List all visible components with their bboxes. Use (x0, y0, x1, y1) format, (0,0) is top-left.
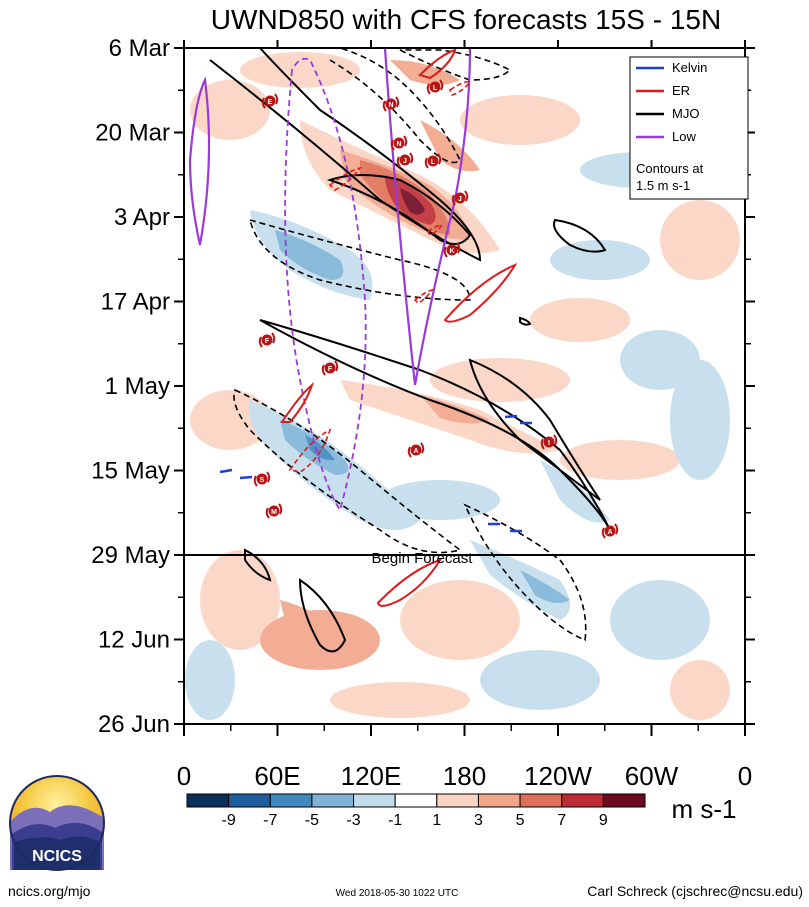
footer-url: ncics.org/mjo (8, 883, 91, 899)
chart-title: UWND850 with CFS forecasts 15S - 15N (211, 4, 721, 35)
storm-marker-letter: A (607, 529, 612, 536)
storm-marker: N (390, 135, 408, 151)
storm-marker-letter: N (396, 141, 401, 148)
colorbar-label: -9 (222, 812, 236, 829)
x-axis: 0 60E 120E 180 120W 60W 0 (177, 40, 752, 791)
storm-marker: E (261, 93, 279, 109)
legend-box (629, 56, 749, 200)
storm-marker-letter: I (548, 440, 550, 447)
colorbar-swatch (394, 793, 438, 808)
storm-marker: I (540, 434, 558, 450)
storm-marker: L (424, 153, 442, 169)
x-tick-label: 60E (254, 761, 300, 791)
y-tick-label: 20 Mar (95, 120, 170, 147)
storm-marker-letter: K (449, 248, 454, 255)
y-tick-label: 29 May (91, 542, 170, 569)
storm-marker-letter: M (271, 509, 277, 516)
colorbar-swatch (353, 793, 396, 808)
storm-marker: A (407, 442, 425, 458)
x-tick-label: 120W (524, 761, 592, 791)
storm-marker: L (426, 79, 444, 95)
storm-marker-letter: A (413, 448, 418, 455)
colorbar-swatch (602, 793, 646, 808)
storm-marker: N (382, 96, 400, 112)
storm-marker-letter: E (268, 99, 273, 106)
colorbar-swatch (311, 793, 355, 808)
storm-marker: J (451, 190, 469, 206)
colorbar: -9 -7 -5 -3 -1 1 3 5 7 9 (186, 793, 646, 829)
legend-note-line1: Contours at (636, 161, 704, 176)
storm-marker: S (253, 471, 271, 487)
forecast-label: Begin Forecast (372, 550, 474, 567)
easterly-anomaly-band (249, 210, 610, 620)
storm-marker: J (396, 152, 414, 168)
y-tick-label: 12 Jun (98, 627, 170, 654)
colorbar-label: 5 (516, 812, 525, 829)
storm-marker-letter: N (388, 102, 393, 109)
storm-marker-letter: F (265, 338, 270, 345)
storm-marker-letter: J (403, 158, 407, 165)
y-tick-label: 15 May (91, 458, 170, 485)
logo-text: NCICS (32, 848, 82, 865)
y-tick-label: 3 Apr (114, 204, 170, 231)
legend-label: Low (672, 129, 696, 144)
footer-author: Carl Schreck (cjschrec@ncsu.edu) (587, 883, 803, 899)
storm-markers: E N L N J L J K F F S M I A A (253, 79, 619, 539)
y-tick-label: 6 Mar (109, 35, 170, 62)
storm-marker: M (265, 503, 283, 519)
storm-marker-letter: L (431, 159, 436, 166)
weak-anomaly-texture (185, 52, 740, 720)
colorbar-swatch (519, 793, 563, 808)
x-tick-label: 0 (738, 761, 752, 791)
storm-marker-letter: F (328, 366, 333, 373)
colorbar-label: -3 (346, 812, 360, 829)
colorbar-swatch (436, 793, 479, 808)
low-frequency-contours (188, 48, 472, 386)
legend-label: Kelvin (672, 60, 707, 75)
colorbar-label: 3 (474, 812, 483, 829)
colorbar-label: 7 (557, 812, 566, 829)
storm-marker: F (258, 332, 276, 348)
colorbar-swatch (269, 793, 313, 808)
colorbar-units: m s-1 (672, 794, 737, 824)
legend-label: ER (672, 83, 690, 98)
colorbar-swatch (561, 793, 604, 808)
kelvin-contours (219, 414, 532, 533)
filtered-contours (188, 48, 611, 653)
y-tick-label: 1 May (105, 373, 170, 400)
storm-marker-letter: S (260, 477, 265, 484)
legend-label: MJO (672, 106, 699, 121)
x-tick-label: 180 (443, 761, 486, 791)
footer-timestamp: Wed 2018-05-30 1022 UTC (336, 888, 459, 899)
colorbar-swatch (186, 793, 230, 808)
y-tick-label: 26 Jun (98, 711, 170, 738)
x-tick-label: 60W (625, 761, 679, 791)
low-negative-contours (284, 57, 367, 513)
storm-marker: F (321, 360, 339, 376)
y-tick-label: 17 Apr (101, 289, 170, 316)
x-tick-label: 120E (341, 761, 402, 791)
colorbar-swatch (228, 793, 271, 808)
storm-marker: A (601, 523, 619, 539)
storm-marker: K (443, 242, 461, 258)
colorbar-label: -5 (305, 812, 319, 829)
x-tick-label: 0 (177, 761, 191, 791)
legend: Kelvin ER MJO Low Contours at 1.5 m s-1 (629, 56, 749, 200)
er-contours (280, 48, 518, 607)
colorbar-label: 9 (599, 812, 608, 829)
storm-marker-letter: J (458, 196, 462, 203)
colorbar-label: -1 (388, 812, 402, 829)
colorbar-label: 1 (432, 812, 441, 829)
er-negative-contours (288, 80, 472, 473)
y-axis: 6 Mar 20 Mar 3 Apr 17 Apr 1 May 15 May 29 May 1… (91, 35, 755, 738)
colorbar-label: -7 (263, 812, 277, 829)
ncics-logo: NCICS (9, 775, 105, 871)
colorbar-swatch (477, 793, 521, 808)
storm-marker-letter: L (433, 85, 438, 92)
legend-note-line2: 1.5 m s-1 (636, 178, 690, 193)
